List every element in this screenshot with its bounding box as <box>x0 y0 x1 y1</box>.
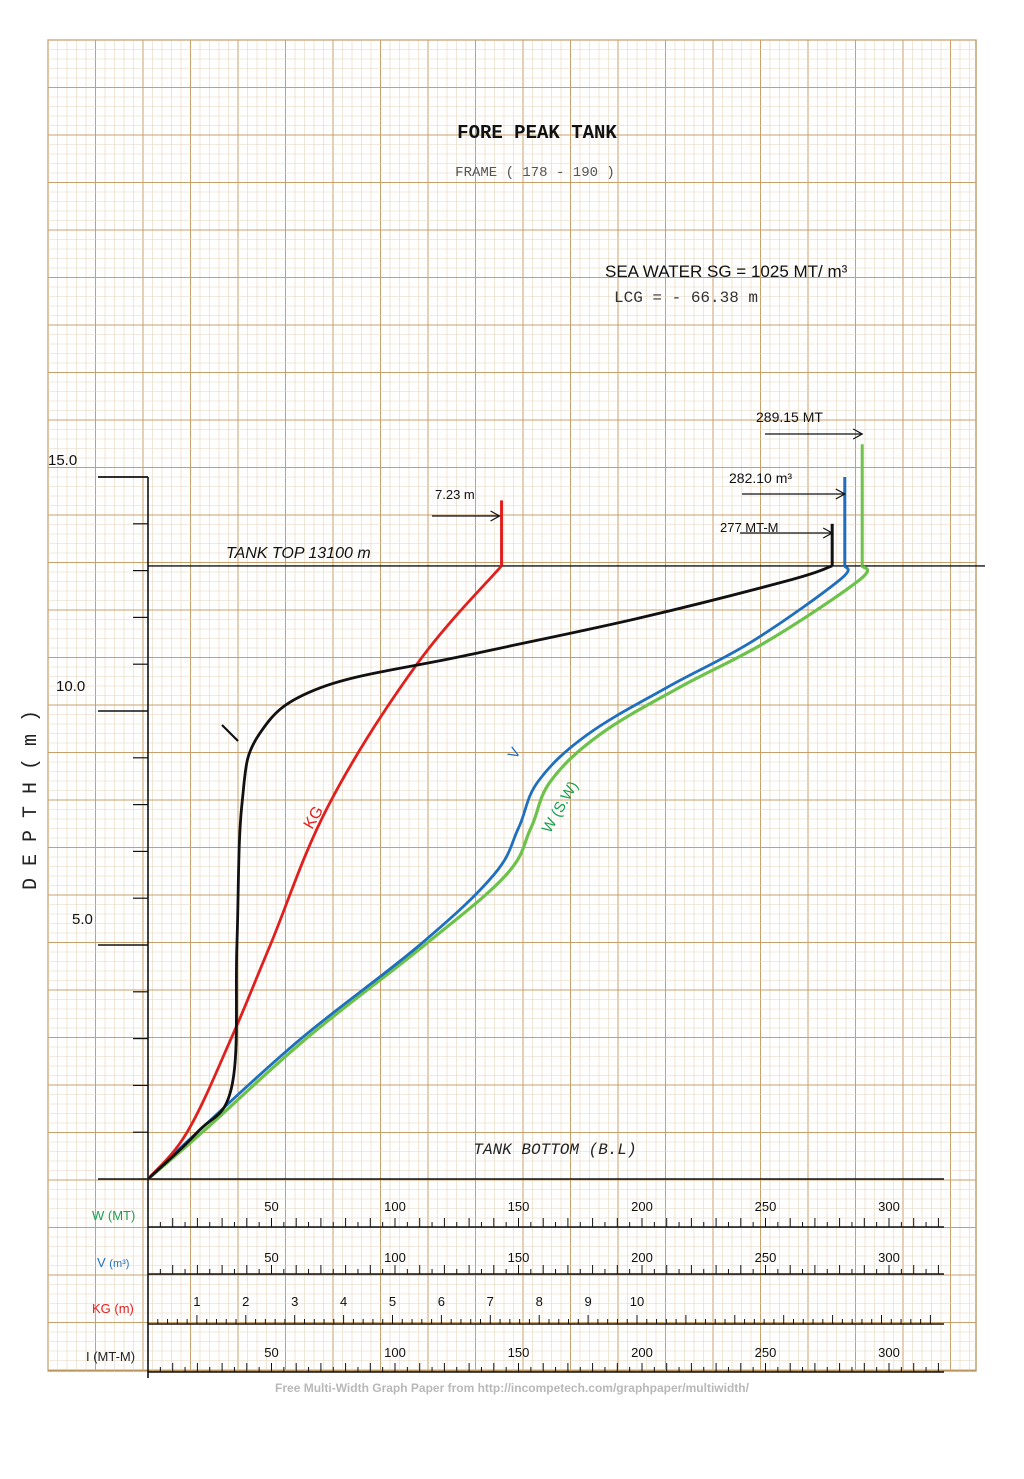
chart-subtitle: FRAME ( 178 - 190 ) <box>455 165 615 181</box>
arrow-i-max-head <box>822 527 834 539</box>
scale-tick-label: 7 <box>487 1294 494 1309</box>
scale-tick-label: 200 <box>631 1345 653 1360</box>
series-line-v <box>147 565 850 1181</box>
arrow-v-max-head <box>835 488 847 500</box>
graph-paper-grid <box>47 39 977 1372</box>
scale-tick-label: 10 <box>630 1294 644 1309</box>
scale-tick-label: 150 <box>508 1199 530 1214</box>
y-axis-title: D E P T H ( m ) <box>20 710 43 890</box>
annotation-v-max: 282.10 m³ <box>729 470 792 486</box>
scale-label-v: V (m³) <box>97 1255 129 1270</box>
scale-tick-label: 100 <box>384 1199 406 1214</box>
scale-tick-label: 100 <box>384 1250 406 1265</box>
series-line-i <box>147 564 833 1181</box>
scale-tick-label: 300 <box>878 1345 900 1360</box>
scale-tick-label: 150 <box>508 1250 530 1265</box>
scale-tick-label: 200 <box>631 1199 653 1214</box>
y-tick-label: 5.0 <box>72 911 93 928</box>
scale-tick-label: 2 <box>242 1294 249 1309</box>
scale-tick-label: 6 <box>438 1294 445 1309</box>
arrow-w-max-head <box>852 428 864 440</box>
scale-tick-label: 250 <box>755 1250 777 1265</box>
chart-title: FORE PEAK TANK <box>457 122 617 144</box>
scale-label-i: I (MT-M) <box>86 1349 135 1364</box>
series-layer <box>146 444 870 1181</box>
y-tick-label: 10.0 <box>56 678 85 695</box>
series-line-w <box>146 564 870 1181</box>
annotation-w-max: 289.15 MT <box>756 409 823 425</box>
y-tick-label: 15.0 <box>48 452 77 469</box>
note-sea-water: SEA WATER SG = 1025 MT/ m³ <box>605 262 848 281</box>
scale-tick-label: 150 <box>508 1345 530 1360</box>
scale-tick-label: 50 <box>264 1345 278 1360</box>
scale-tick-label: 250 <box>755 1345 777 1360</box>
scale-tick-label: 250 <box>755 1199 777 1214</box>
scale-tick-label: 9 <box>584 1294 591 1309</box>
footer-credit: Free Multi-Width Graph Paper from http:/… <box>275 1381 750 1395</box>
tank-top-label: TANK TOP 13100 m <box>226 545 371 562</box>
scale-tick-label: 100 <box>384 1345 406 1360</box>
note-lcg: LCG = - 66.38 m <box>614 289 758 307</box>
annotation-i-max: 277 MT-M <box>720 520 779 535</box>
curve-leader-i <box>221 724 239 742</box>
scale-tick-label: 5 <box>389 1294 396 1309</box>
scale-tick-label: 50 <box>264 1199 278 1214</box>
scale-tick-label: 3 <box>291 1294 298 1309</box>
scale-tick-label: 300 <box>878 1250 900 1265</box>
y-tick-labels: 15.0 10.0 5.0 <box>48 452 93 928</box>
tank-bottom-label: TANK BOTTOM (B.L) <box>473 1141 636 1159</box>
scale-tick-label: 1 <box>193 1294 200 1309</box>
scale-label-w: W (MT) <box>92 1208 135 1223</box>
scale-label-kg: KG (m) <box>92 1301 134 1316</box>
annotation-kg-max: 7.23 m <box>435 487 475 502</box>
scale-tick-label: 300 <box>878 1199 900 1214</box>
arrow-kg-max-head <box>490 510 501 522</box>
scale-tick-label: 200 <box>631 1250 653 1265</box>
scale-tick-label: 4 <box>340 1294 347 1309</box>
scale-tick-label: 8 <box>536 1294 543 1309</box>
scale-tick-label: 50 <box>264 1250 278 1265</box>
